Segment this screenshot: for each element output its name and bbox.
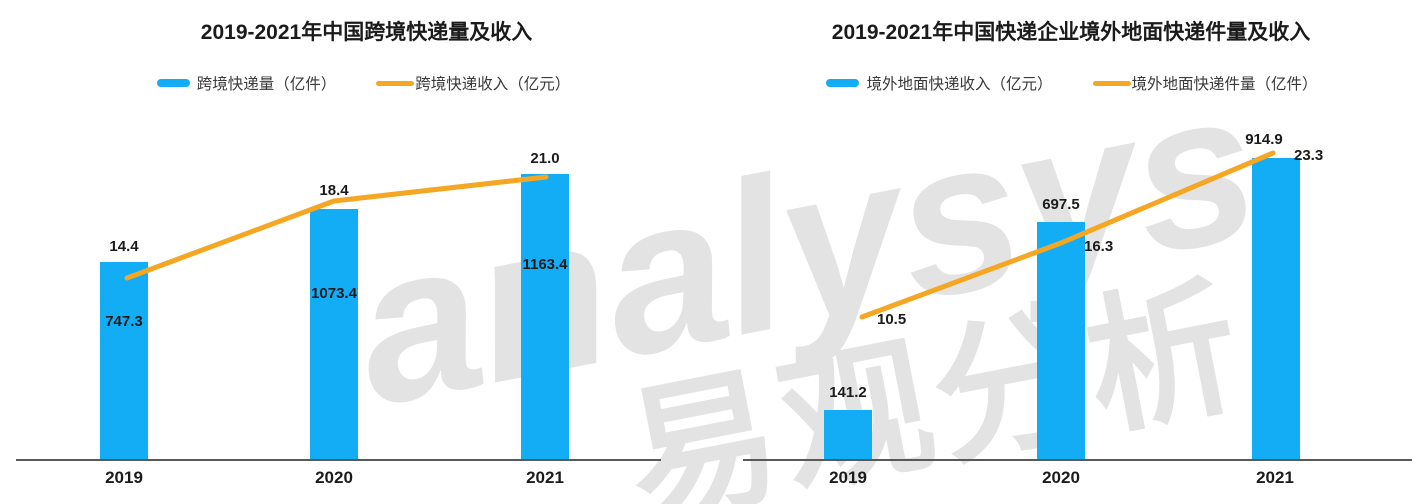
bar-2021-right[interactable] bbox=[1252, 158, 1300, 459]
legend-line-swatch-icon bbox=[1092, 80, 1131, 86]
legend-label-line-left: 跨境快递收入（亿元） bbox=[415, 76, 571, 93]
legend-left: 跨境快递量（亿件） 跨境快递收入（亿元） bbox=[0, 72, 711, 94]
legend-right: 境外地面快递收入（亿元） 境外地面快递件量（亿件） bbox=[711, 72, 1421, 94]
x-label-2020-right: 2020 bbox=[1042, 468, 1080, 487]
line-series-right bbox=[859, 150, 1276, 320]
legend-label-bar-right: 境外地面快递收入（亿元） bbox=[866, 76, 1053, 93]
legend-item-line-right[interactable]: 境外地面快递件量（亿件） bbox=[1092, 72, 1318, 94]
x-label-2019-right: 2019 bbox=[829, 468, 867, 487]
chart-panel-overseas-ground: 2019-2021年中国快递企业境外地面快递件量及收入 境外地面快递收入（亿元）… bbox=[711, 0, 1421, 504]
plot-area-right: 141.2 697.5 914.9 10.5 16.3 23.3 2019 20… bbox=[711, 0, 1421, 504]
bar-value-2020-left: 1073.4 bbox=[311, 285, 357, 302]
bar-value-2020-right: 697.5 bbox=[1042, 196, 1080, 213]
bar-2020-right[interactable] bbox=[1037, 222, 1085, 459]
line-series-left bbox=[124, 174, 549, 281]
bar-value-2021-left: 1163.4 bbox=[522, 256, 568, 273]
line-value-2019-right: 10.5 bbox=[877, 311, 907, 328]
bar-2020-left[interactable] bbox=[310, 209, 358, 459]
bar-2019-right[interactable] bbox=[824, 410, 872, 459]
legend-bar-swatch-icon bbox=[156, 79, 190, 87]
x-label-2019-left: 2019 bbox=[105, 468, 143, 487]
line-value-2019-left: 14.4 bbox=[109, 238, 139, 255]
legend-line-swatch-icon bbox=[376, 80, 415, 86]
bar-2021-left[interactable] bbox=[521, 174, 569, 459]
x-label-2021-left: 2021 bbox=[526, 468, 564, 487]
line-path-left bbox=[124, 174, 549, 281]
bar-value-2019-right: 141.2 bbox=[829, 384, 867, 401]
legend-item-bar-left[interactable]: 跨境快递量（亿件） bbox=[156, 72, 337, 94]
line-value-2020-right: 16.3 bbox=[1084, 238, 1114, 255]
line-path-right bbox=[859, 150, 1276, 320]
page-title-left: 2019-2021年中国跨境快递量及收入 bbox=[200, 21, 533, 44]
x-axis-line-left bbox=[16, 459, 661, 461]
legend-bar-swatch-icon bbox=[826, 79, 860, 87]
legend-item-line-left[interactable]: 跨境快递收入（亿元） bbox=[376, 72, 570, 94]
bar-value-2021-right: 914.9 bbox=[1245, 131, 1283, 148]
legend-item-bar-right[interactable]: 境外地面快递收入（亿元） bbox=[826, 72, 1053, 94]
chart-panel-cross-border: 2019-2021年中国跨境快递量及收入 跨境快递量（亿件） 跨境快递收入（亿元… bbox=[0, 21, 711, 487]
page-title-right: 2019-2021年中国快递企业境外地面快递件量及收入 bbox=[831, 21, 1311, 44]
legend-label-bar-left: 跨境快递量（亿件） bbox=[196, 76, 337, 93]
x-label-2021-right: 2021 bbox=[1256, 468, 1294, 487]
x-label-2020-left: 2020 bbox=[315, 468, 353, 487]
line-value-2021-left: 21.0 bbox=[530, 150, 560, 167]
legend-label-line-right: 境外地面快递件量（亿件） bbox=[1131, 76, 1318, 93]
plot-area-left: 747.3 1073.4 1163.4 14.4 18.4 21.0 2019 … bbox=[16, 150, 661, 487]
x-axis-line-right bbox=[743, 459, 1412, 461]
line-value-2021-right: 23.3 bbox=[1294, 147, 1324, 164]
bar-2019-left[interactable] bbox=[100, 262, 148, 459]
bar-value-2019-left: 747.3 bbox=[105, 313, 143, 330]
line-value-2020-left: 18.4 bbox=[319, 182, 349, 199]
